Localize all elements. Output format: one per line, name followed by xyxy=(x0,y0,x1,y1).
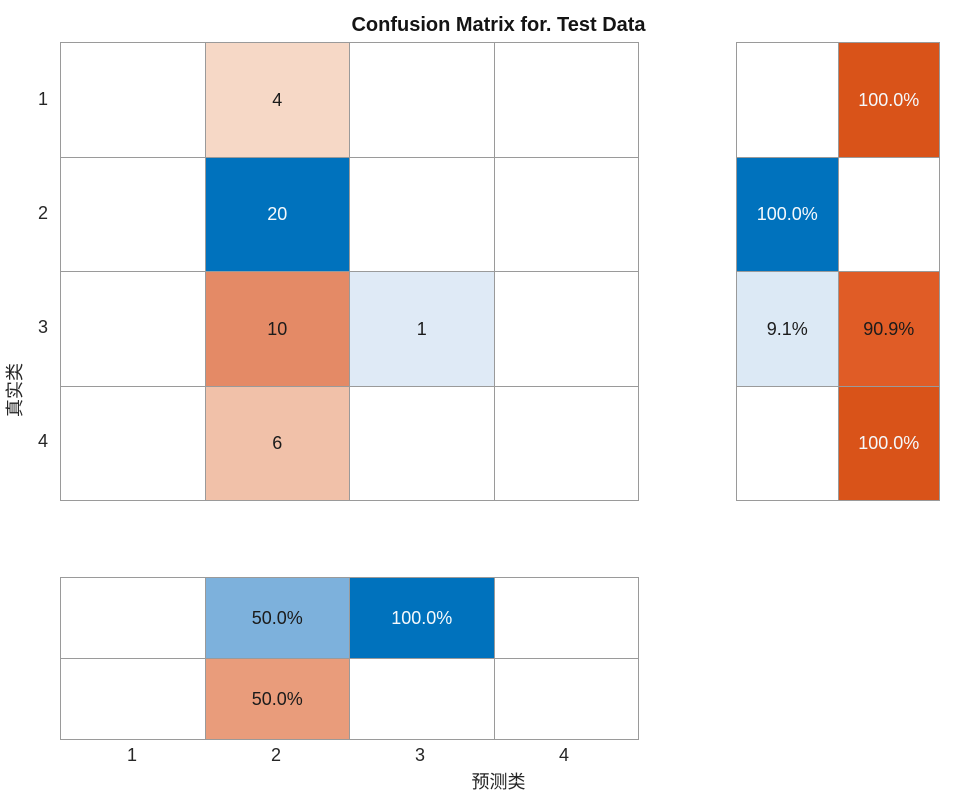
col-summary-cell xyxy=(61,578,205,658)
x-tick: 2 xyxy=(270,745,281,765)
matrix-cell xyxy=(350,43,494,157)
row-summary-cell: 9.1% xyxy=(737,272,838,386)
row-summary-cell xyxy=(737,43,838,157)
matrix-cell xyxy=(350,386,494,500)
col-summary-cell: 50.0% xyxy=(205,578,349,658)
row-summary-cell: 100.0% xyxy=(838,43,939,157)
row-summary-cell: 90.9% xyxy=(838,272,939,386)
x-tick: 4 xyxy=(558,745,569,765)
matrix-cell xyxy=(494,272,638,386)
row-summary-cell: 100.0% xyxy=(737,157,838,271)
y-tick: 3 xyxy=(37,317,48,337)
matrix-cell xyxy=(494,157,638,271)
col-summary-cell xyxy=(61,659,205,739)
x-axis-label: 预测类 xyxy=(471,772,526,792)
chart-title: Confusion Matrix for. Test Data xyxy=(351,14,646,36)
column-summary-grid: 50.0% 100.0% 50.0% xyxy=(60,577,639,740)
matrix-cell: 1 xyxy=(350,272,494,386)
y-tick: 2 xyxy=(37,203,48,223)
col-summary-cell xyxy=(350,659,494,739)
matrix-cell xyxy=(61,43,205,157)
y-tick: 4 xyxy=(37,431,48,451)
matrix-cell: 4 xyxy=(205,43,349,157)
y-tick: 1 xyxy=(37,89,48,109)
row-summary-cell: 100.0% xyxy=(838,386,939,500)
matrix-cell xyxy=(494,386,638,500)
matrix-cell: 6 xyxy=(205,386,349,500)
col-summary-cell: 100.0% xyxy=(350,578,494,658)
matrix-cell xyxy=(61,272,205,386)
confusion-matrix-grid: 4 20 10 1 6 xyxy=(60,42,639,501)
matrix-cell xyxy=(61,386,205,500)
col-summary-cell xyxy=(494,578,638,658)
row-summary-cell xyxy=(737,386,838,500)
matrix-cell xyxy=(350,157,494,271)
col-summary-cell xyxy=(494,659,638,739)
row-summary-grid: 100.0% 100.0% 9.1% 90.9% 100.0% xyxy=(736,42,940,501)
matrix-cell: 10 xyxy=(205,272,349,386)
x-tick: 1 xyxy=(126,745,137,765)
col-summary-cell: 50.0% xyxy=(205,659,349,739)
y-axis-label: 真实类 xyxy=(5,363,25,417)
row-summary-cell xyxy=(838,157,939,271)
matrix-cell xyxy=(494,43,638,157)
x-tick: 3 xyxy=(414,745,425,765)
matrix-cell: 20 xyxy=(205,157,349,271)
matrix-cell xyxy=(61,157,205,271)
